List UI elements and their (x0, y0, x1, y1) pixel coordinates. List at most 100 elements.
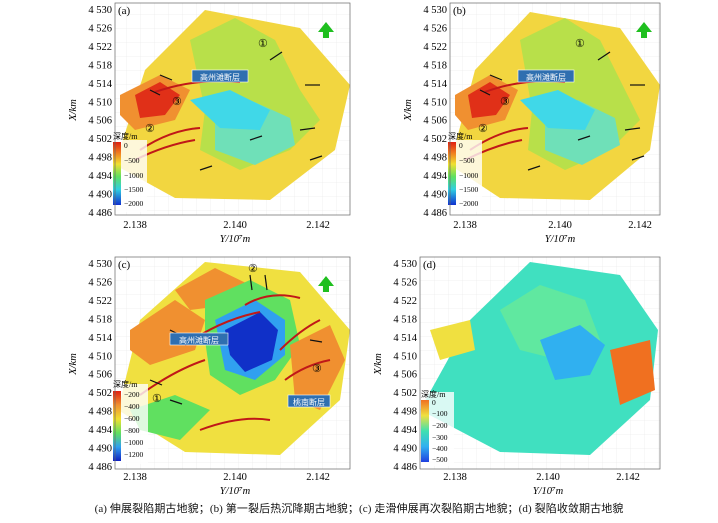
legend-ramp-b (448, 142, 456, 205)
y-tick-label: 4 502 (88, 388, 112, 399)
y-tick-label: 4 498 (423, 153, 447, 164)
legend-tick-c: −200 (124, 390, 140, 399)
y-tick-label: 4 526 (88, 277, 112, 288)
y-tick-label: 4 530 (88, 259, 112, 270)
y-tick-label: 4 510 (88, 351, 112, 362)
legend-tick-c: −800 (124, 426, 140, 435)
circled-3-b: ③ (500, 96, 510, 108)
legend-title-b: 深度/m (448, 131, 473, 141)
y-tick-label: 4 522 (393, 296, 417, 307)
y-tick-label: 4 530 (393, 259, 417, 270)
x-axis-label: Y/10⁷m (545, 234, 576, 245)
y-tick-label: 4 506 (423, 116, 447, 127)
legend-tick-a: −2000 (124, 199, 143, 208)
y-tick-label: 4 530 (423, 5, 447, 16)
y-tick-label: 4 514 (88, 79, 112, 90)
y-axis-label: X/km (403, 99, 414, 122)
fault-label-gaozhoutan-c: 高州滩断层 (179, 335, 219, 345)
y-tick-label: 4 498 (88, 153, 112, 164)
y-tick-label: 4 506 (88, 116, 112, 127)
y-tick-label: 4 502 (393, 388, 417, 399)
x-axis-label: Y/10⁷m (220, 234, 251, 245)
y-tick-label: 4 522 (88, 296, 112, 307)
legend-tick-a: −1000 (124, 171, 143, 180)
y-tick-label: 4 518 (88, 314, 112, 325)
y-axis-label: X/km (68, 99, 79, 122)
figure-caption: (a) 伸展裂陷期古地貌；(b) 第一裂后热沉降期古地貌；(c) 走滑伸展再次裂… (94, 503, 624, 515)
legend-tick-d: −100 (432, 409, 448, 418)
legend-ramp-c (113, 391, 121, 461)
y-tick-label: 4 490 (423, 190, 447, 201)
legend-tick-b: −500 (459, 156, 475, 165)
legend-tick-d: −500 (432, 455, 448, 464)
legend-ramp-a (113, 142, 121, 205)
y-tick-label: 4 510 (88, 97, 112, 108)
y-tick-label: 4 518 (423, 60, 447, 71)
y-tick-label: 4 514 (88, 333, 112, 344)
legend-title-c: 深度/m (113, 379, 138, 389)
legend-tick-a: 0 (124, 141, 128, 150)
y-axis-label: X/km (373, 353, 384, 376)
panel-letter-a: (a) (118, 5, 131, 17)
y-tick-label: 4 510 (393, 351, 417, 362)
y-tick-label: 4 530 (88, 5, 112, 16)
x-tick-label: 2.138 (123, 472, 147, 483)
circled-3-a: ③ (172, 96, 182, 108)
y-tick-label: 4 486 (423, 208, 447, 219)
panel-letter-c: (c) (118, 259, 131, 271)
legend-tick-a: −500 (124, 156, 140, 165)
panel-a: 高州滩断层 ① ② ③ (a) 深度/m 0 −500 −1000 −1500 … (112, 2, 351, 216)
legend-tick-c: −400 (124, 402, 140, 411)
panel-c: 高州滩断层 桃南断层 ① ② ③ (c) 深度/m −200 −400 −600… (112, 256, 351, 470)
north-arrow-icon (636, 22, 652, 38)
legend-tick-b: −1500 (459, 185, 478, 194)
circled-2-a: ② (145, 123, 155, 135)
y-tick-label: 4 522 (423, 42, 447, 53)
y-tick-label: 4 522 (88, 42, 112, 53)
circled-1-a: ① (258, 38, 268, 50)
axes: 4 530 4 526 4 522 4 518 4 514 4 510 4 506 4 502… (68, 5, 652, 497)
x-tick-label: 2.142 (306, 220, 330, 231)
y-tick-label: 4 498 (393, 407, 417, 418)
legend-title-a: 深度/m (113, 131, 138, 141)
y-tick-label: 4 518 (393, 314, 417, 325)
panel-b: 高州滩断层 ① ② ③ (b) 深度/m 0 −500 −1000 −1500 … (447, 2, 661, 216)
y-axis-label: X/km (68, 353, 79, 376)
fault-label-gaozhoutan-b: 高州滩断层 (526, 72, 566, 82)
legend-tick-c: −1200 (124, 450, 143, 459)
legend-tick-b: −2000 (459, 199, 478, 208)
north-arrow-icon (318, 276, 334, 292)
legend-tick-d: −400 (432, 444, 448, 453)
y-tick-label: 4 490 (88, 190, 112, 201)
legend-tick-c: −1000 (124, 438, 143, 447)
circled-2-b: ② (478, 123, 488, 135)
y-tick-label: 4 502 (423, 134, 447, 145)
y-tick-label: 4 514 (393, 333, 417, 344)
legend-ramp-d (421, 400, 429, 462)
legend-tick-d: −300 (432, 433, 448, 442)
x-tick-label: 2.140 (536, 472, 560, 483)
y-tick-label: 4 494 (393, 425, 417, 436)
legend-tick-c: −600 (124, 414, 140, 423)
circled-3-c: ③ (312, 363, 322, 375)
y-tick-label: 4 506 (393, 370, 417, 381)
x-tick-label: 2.140 (548, 220, 572, 231)
y-tick-label: 4 526 (88, 23, 112, 34)
x-tick-label: 2.138 (443, 472, 467, 483)
y-tick-label: 4 494 (88, 425, 112, 436)
y-tick-label: 4 506 (88, 370, 112, 381)
y-tick-label: 4 518 (88, 60, 112, 71)
x-tick-label: 2.140 (223, 220, 247, 231)
y-tick-label: 4 486 (393, 462, 417, 473)
x-tick-label: 2.142 (306, 472, 330, 483)
y-tick-label: 4 526 (393, 277, 417, 288)
north-arrow-icon (318, 22, 334, 38)
x-tick-label: 2.142 (616, 472, 640, 483)
panel-letter-d: (d) (423, 259, 436, 271)
y-tick-label: 4 490 (88, 444, 112, 455)
y-tick-label: 4 490 (393, 444, 417, 455)
legend-tick-b: −1000 (459, 171, 478, 180)
legend-tick-a: −1500 (124, 185, 143, 194)
x-tick-label: 2.140 (223, 472, 247, 483)
